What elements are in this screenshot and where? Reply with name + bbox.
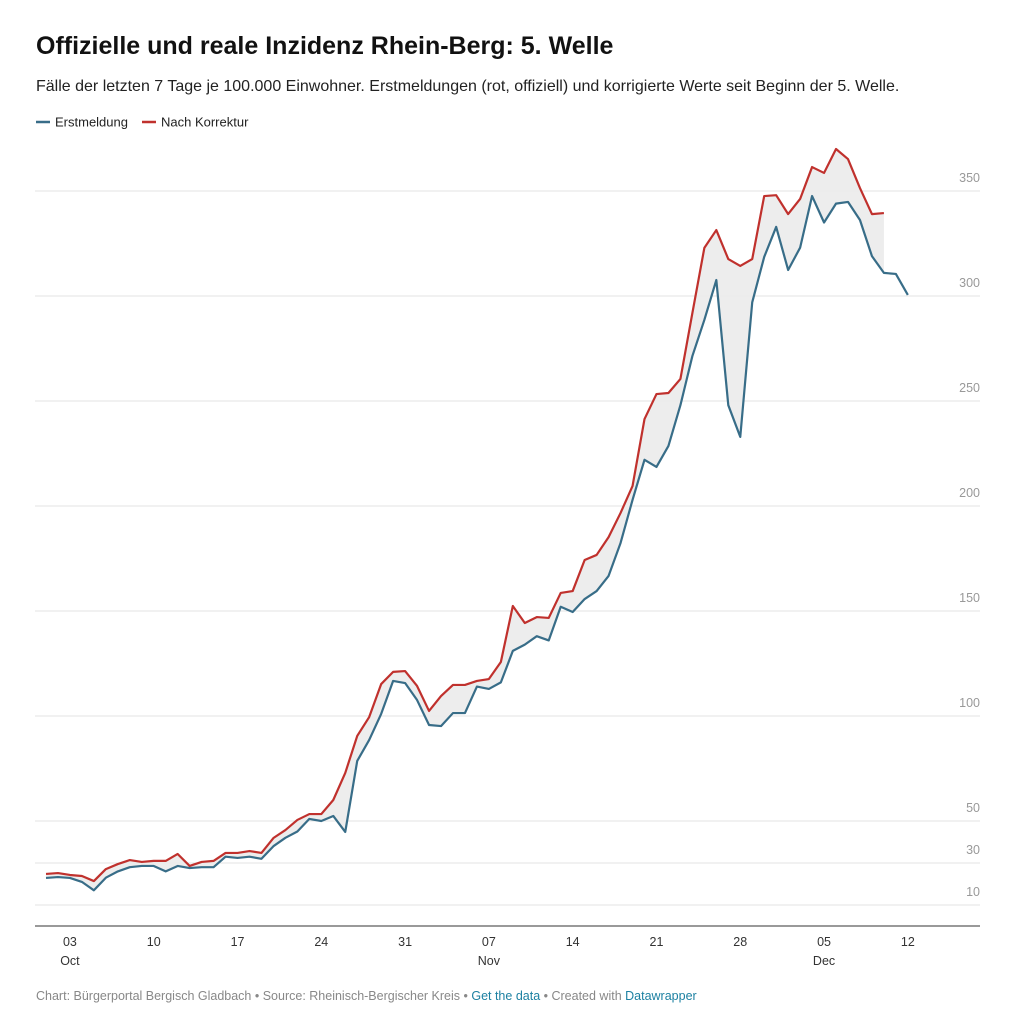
x-tick-label: 17 (231, 935, 245, 949)
legend-label: Erstmeldung (55, 115, 128, 130)
x-tick-label: 05 (817, 935, 831, 949)
x-tick-label: 03 (63, 935, 77, 949)
y-tick-label: 350 (959, 171, 980, 185)
x-tick-label: 10 (147, 935, 161, 949)
line-series (45, 194, 909, 892)
x-month-label: Oct (60, 954, 80, 968)
footer: Chart: Bürgerportal Bergisch Gladbach • … (36, 989, 697, 1003)
chart-subtitle: Fälle der letzten 7 Tage je 100.000 Einw… (36, 78, 900, 95)
x-month-label: Nov (478, 954, 501, 968)
x-tick-label: 24 (314, 935, 328, 949)
y-tick-label: 200 (959, 486, 980, 500)
y-tick-label: 100 (959, 696, 980, 710)
legend-label: Nach Korrektur (161, 115, 249, 130)
x-tick-label: 07 (482, 935, 496, 949)
line-series (45, 147, 884, 883)
x-month-label: Dec (813, 954, 835, 968)
y-tick-label: 10 (966, 885, 980, 899)
x-tick-label: 12 (901, 935, 915, 949)
datawrapper-link[interactable]: Datawrapper (625, 989, 697, 1003)
data-link[interactable]: Get the data (471, 989, 541, 1003)
x-tick-label: 14 (566, 935, 580, 949)
y-tick-label: 300 (959, 276, 980, 290)
x-tick-label: 31 (398, 935, 412, 949)
gap-area (46, 149, 884, 891)
y-tick-label: 30 (966, 843, 980, 857)
y-tick-label: 250 (959, 381, 980, 395)
x-tick-label: 28 (733, 935, 747, 949)
x-tick-label: 21 (650, 935, 664, 949)
y-tick-label: 150 (959, 591, 980, 605)
footer-text: Chart: Bürgerportal Bergisch Gladbach • … (36, 989, 472, 1003)
footer-text: • Created with (540, 989, 626, 1003)
chart-title: Offizielle und reale Inzidenz Rhein-Berg… (36, 32, 614, 60)
y-tick-label: 50 (966, 801, 980, 815)
